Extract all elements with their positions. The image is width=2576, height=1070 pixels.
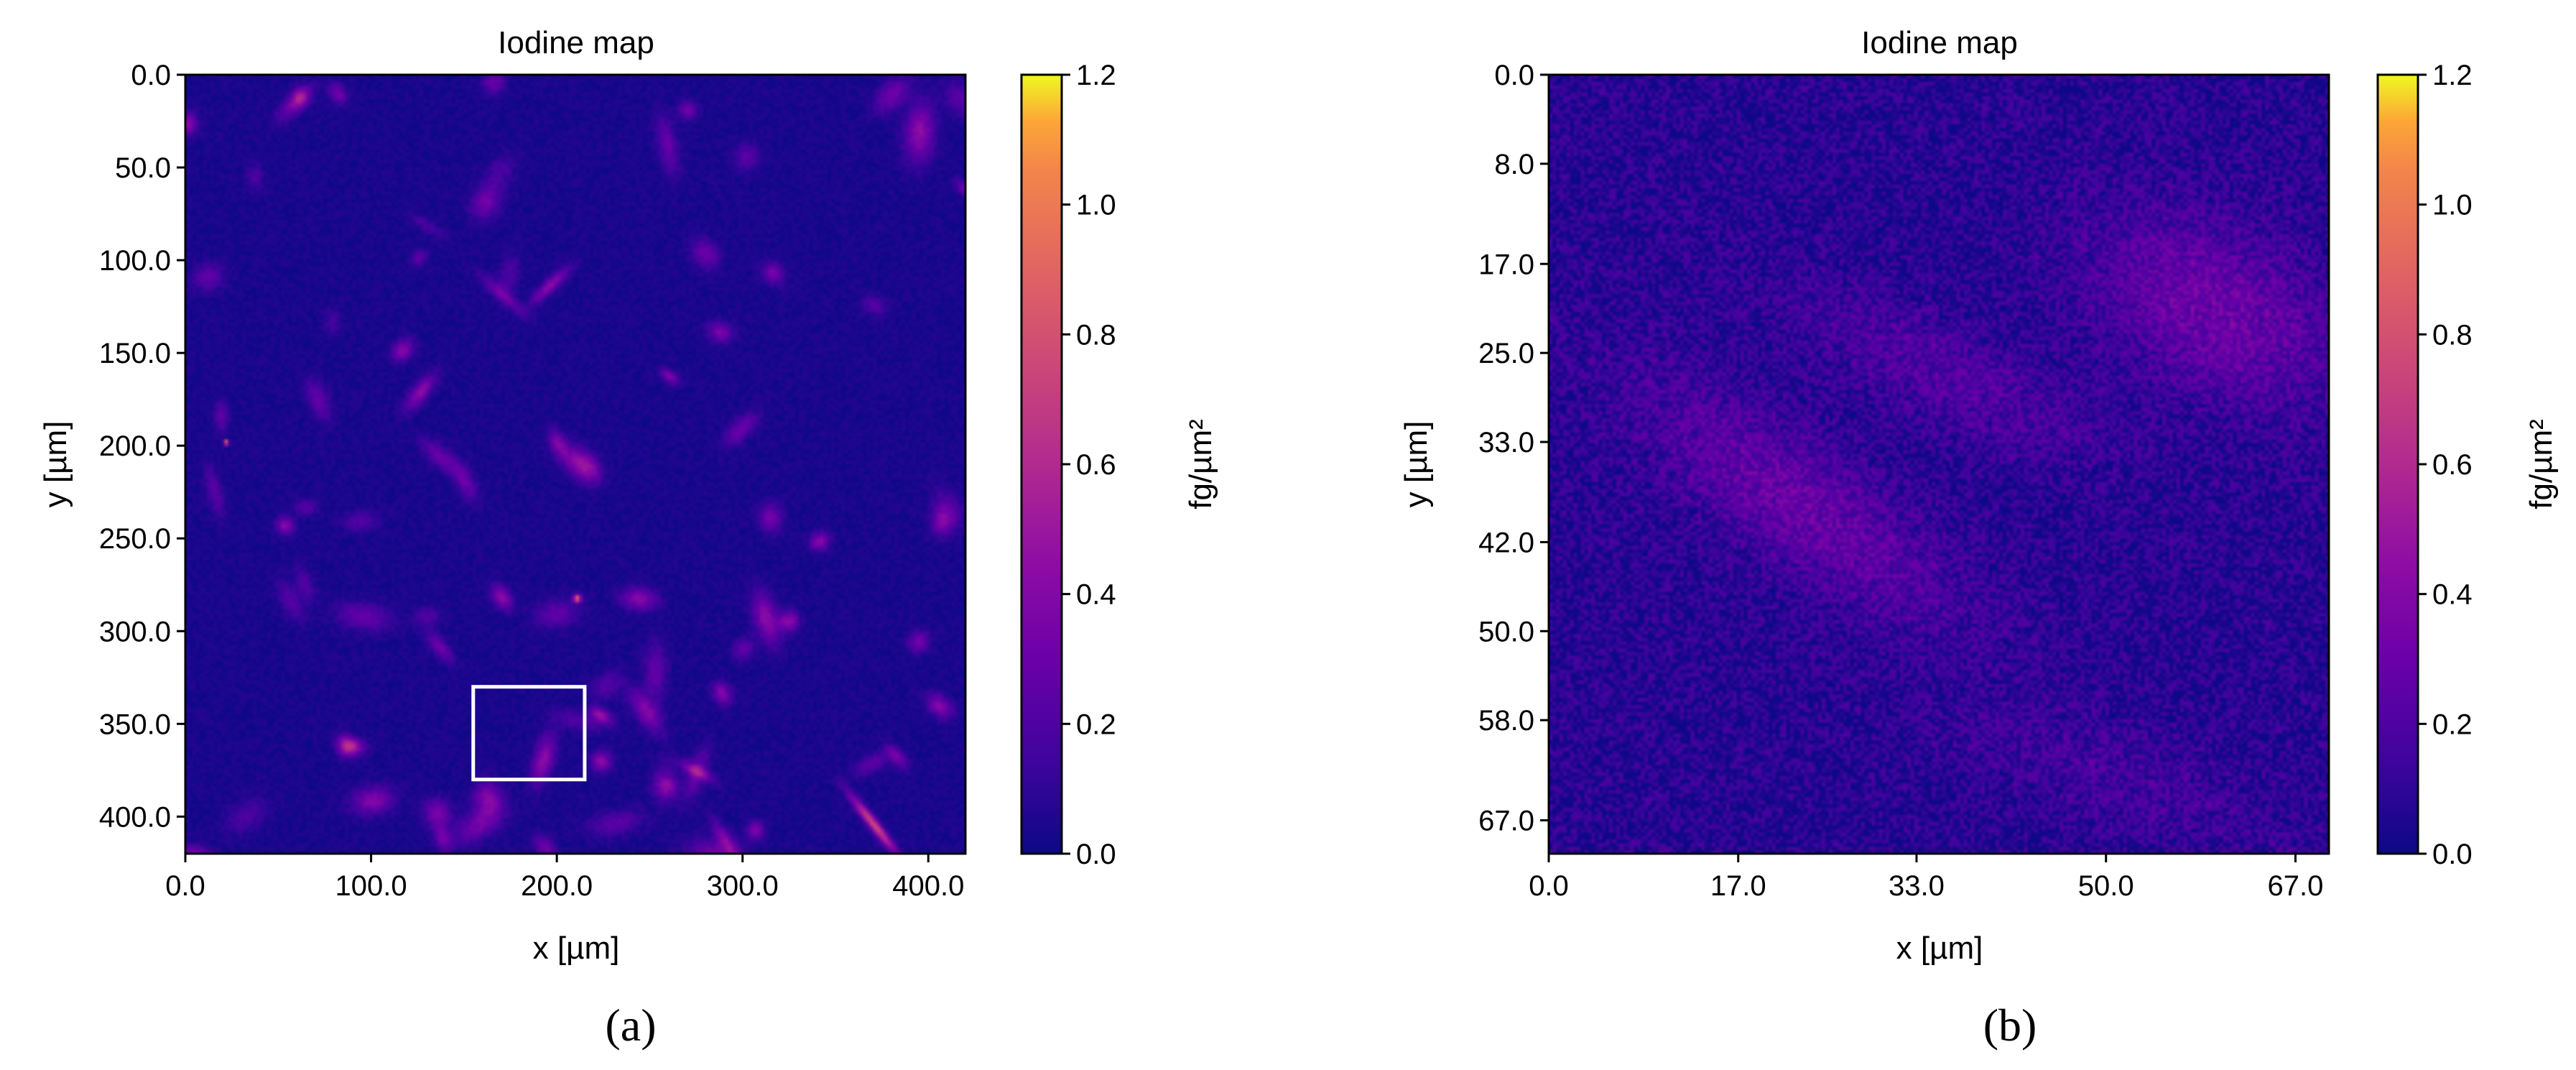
y-tick-label: 17.0 xyxy=(1478,249,1534,280)
panel-a-y-axis: 0.0 50.0 100.0 150.0 200.0 250.0 300.0 350.0 400… xyxy=(99,60,185,833)
colorbar-tick-label: 1.0 xyxy=(2432,190,2473,221)
y-tick-label: 150.0 xyxy=(99,338,171,369)
y-tick-label: 250.0 xyxy=(99,523,171,555)
panel-a-title: Iodine map xyxy=(498,25,654,60)
x-tick-label: 50.0 xyxy=(2078,870,2134,902)
panel-a-plot-frame xyxy=(184,73,967,855)
panel-a-heatmap-image xyxy=(185,75,965,854)
y-tick-label: 50.0 xyxy=(1478,616,1534,647)
x-tick-label: 400.0 xyxy=(892,870,964,902)
colorbar-tick-label: 0.2 xyxy=(1076,709,1116,740)
colorbar-tick-label: 0.8 xyxy=(1076,319,1116,351)
panel-b: Iodine map 0.0 17.0 33.0 50.0 67.0 0.0 8.0 17.… xyxy=(1399,25,2559,1051)
y-tick-label: 58.0 xyxy=(1478,705,1534,737)
panel-a-colorbar-label: fg/µm² xyxy=(1183,419,1218,509)
x-tick-label: 67.0 xyxy=(2268,870,2324,902)
colorbar-tick-label: 1.2 xyxy=(1076,60,1116,91)
x-tick-label: 33.0 xyxy=(1889,870,1945,902)
panel-b-colorbar-label: fg/µm² xyxy=(2524,419,2559,509)
y-tick-label: 350.0 xyxy=(99,709,171,740)
x-tick-label: 100.0 xyxy=(335,870,407,902)
panel-b-x-axis-label: x [µm] xyxy=(1896,931,1983,966)
y-tick-label: 100.0 xyxy=(99,245,171,277)
panel-a: Iodine map 0.0 100.0 200.0 300.0 400.0 0.0 50… xyxy=(38,25,1218,1051)
panel-b-heatmap-image xyxy=(1549,75,2329,854)
x-tick-label: 200.0 xyxy=(521,870,593,902)
y-tick-label: 33.0 xyxy=(1478,427,1534,458)
x-tick-label: 300.0 xyxy=(707,870,779,902)
panel-b-x-axis: 0.0 17.0 33.0 50.0 67.0 xyxy=(1529,854,2323,902)
colorbar-tick-label: 0.2 xyxy=(2432,709,2473,740)
y-tick-label: 50.0 xyxy=(115,152,171,184)
y-tick-label: 300.0 xyxy=(99,616,171,647)
panel-a-x-axis-label: x [µm] xyxy=(533,931,620,966)
colorbar-tick-label: 0.6 xyxy=(2432,449,2473,481)
colorbar-tick-label: 1.0 xyxy=(1076,190,1116,221)
x-tick-label: 0.0 xyxy=(1529,870,1569,902)
panel-b-colorbar-axis: 0.0 0.2 0.4 0.6 0.8 1.0 1.2 xyxy=(2418,60,2473,870)
panel-a-y-axis-label: y [µm] xyxy=(38,421,73,508)
y-tick-label: 200.0 xyxy=(99,430,171,462)
colorbar-tick-label: 0.6 xyxy=(1076,449,1116,481)
colorbar-tick-label: 0.0 xyxy=(2432,839,2473,870)
y-tick-label: 25.0 xyxy=(1478,338,1534,369)
colorbar-tick-label: 0.8 xyxy=(2432,319,2473,351)
panel-a-label: (a) xyxy=(605,1000,656,1051)
panel-b-y-axis-label: y [µm] xyxy=(1399,421,1434,508)
y-tick-label: 67.0 xyxy=(1478,806,1534,837)
y-tick-label: 400.0 xyxy=(99,801,171,833)
panel-b-plot-frame xyxy=(1547,73,2330,855)
y-tick-label: 0.0 xyxy=(1494,60,1534,91)
colorbar-tick-label: 0.4 xyxy=(1076,579,1116,611)
colorbar-tick-label: 1.2 xyxy=(2432,60,2473,91)
colorbar-tick-label: 0.0 xyxy=(1076,839,1116,870)
x-tick-label: 0.0 xyxy=(165,870,205,902)
panel-a-zoom-region-box xyxy=(471,685,587,782)
x-tick-label: 17.0 xyxy=(1710,870,1766,902)
y-tick-label: 42.0 xyxy=(1478,527,1534,558)
panel-a-x-axis: 0.0 100.0 200.0 300.0 400.0 xyxy=(165,854,964,902)
panel-a-colorbar-axis: 0.0 0.2 0.4 0.6 0.8 1.0 1.2 xyxy=(1062,60,1116,870)
panel-b-title: Iodine map xyxy=(1861,25,2018,60)
y-tick-label: 0.0 xyxy=(131,60,171,91)
y-tick-label: 8.0 xyxy=(1494,149,1534,180)
panel-b-y-axis: 0.0 8.0 17.0 25.0 33.0 42.0 50.0 58.0 67.0 xyxy=(1478,60,1549,837)
panel-b-colorbar xyxy=(2376,73,2419,855)
panel-b-label: (b) xyxy=(1983,1000,2037,1051)
colorbar-tick-label: 0.4 xyxy=(2432,579,2473,611)
panel-a-colorbar xyxy=(1020,73,1063,855)
